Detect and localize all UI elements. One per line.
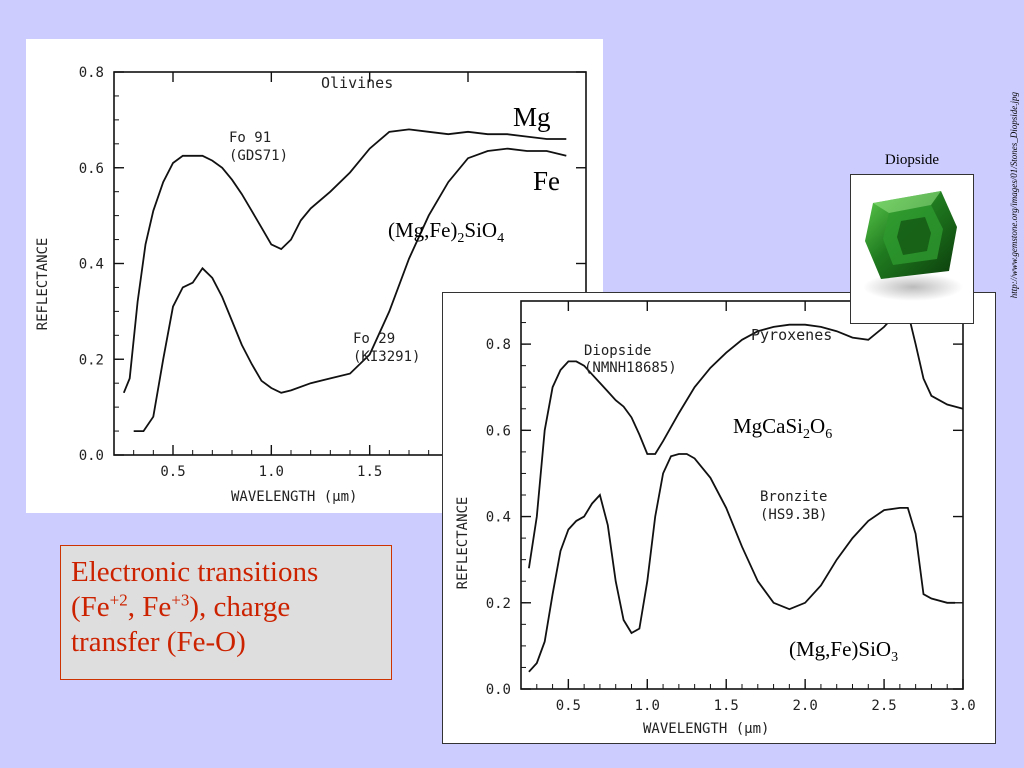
olivine-chart: 0.00.20.40.60.80.51.01.52.0 Olivines Fo …: [35, 65, 587, 505]
olivine-x-axis-label: WAVELENGTH (µm): [231, 489, 357, 505]
x-tick-label: 2.0: [792, 698, 817, 714]
y-tick-label: 0.0: [79, 448, 104, 464]
y-tick-label: 0.0: [486, 682, 511, 698]
y-tick-label: 0.4: [79, 257, 104, 273]
series-line-1: [528, 453, 956, 673]
olivine-series-label-fo29-line2: (KI3291): [353, 349, 420, 365]
y-tick-label: 0.6: [486, 423, 511, 439]
pyroxene-series-label-bronzite-line2: (HS9.3B): [760, 507, 827, 523]
olivine-title: Olivines: [321, 74, 393, 92]
text-line-1: Electronic transitions: [71, 556, 319, 588]
pyroxene-series-label-bronzite-line1: Bronzite: [760, 489, 827, 505]
x-tick-label: 0.5: [556, 698, 581, 714]
olivine-annotation-fe: Fe: [533, 166, 560, 196]
y-tick-label: 0.4: [486, 510, 511, 526]
pyroxene-series-label-diopside-line2: (NMNH18685): [584, 360, 677, 376]
x-tick-label: 1.0: [259, 464, 284, 480]
x-tick-label: 3.0: [950, 698, 975, 714]
olivine-series-label-fo29-line1: Fo 29: [353, 331, 395, 347]
olivine-series-label-fo91-line1: Fo 91: [229, 130, 271, 146]
text-line-2: (Fe+2, Fe+3), charge: [71, 590, 291, 623]
pyroxene-chart-panel: 0.0 0.2 0.4 0.6 0.8 0.5 1.0 1.5 2.0 2.5 3.0 Pyroxe…: [442, 292, 996, 744]
olivine-chart-panel: 0.00.20.40.60.80.51.01.52.0 Olivines Fo …: [26, 39, 603, 513]
pyroxene-x-axis-label: WAVELENGTH (µm): [643, 721, 769, 737]
y-tick-label: 0.2: [79, 352, 104, 368]
pyroxene-title: Pyroxenes: [751, 326, 832, 344]
series-line-0: [122, 128, 567, 394]
series-line-1: [133, 147, 567, 432]
x-tick-label: 1.5: [714, 698, 739, 714]
pyroxene-formula-diopside: MgCaSi2O6: [733, 414, 832, 442]
diopside-gem-image: [850, 174, 974, 324]
olivine-formula: (Mg,Fe)2SiO4: [388, 218, 504, 246]
pyroxene-formula-bronzite: (Mg,Fe)SiO3: [789, 637, 898, 665]
pyroxene-series-label-diopside-line1: Diopside: [584, 343, 651, 359]
y-tick-label: 0.6: [79, 161, 104, 177]
olivine-axes: 0.00.20.40.60.80.51.01.52.0: [79, 65, 587, 480]
y-tick-label: 0.8: [486, 337, 511, 353]
y-tick-label: 0.2: [486, 596, 511, 612]
pyroxene-y-axis-label: REFLECTANCE: [455, 497, 471, 590]
image-source-url: http://www.gemstone.org/images/01/Stones…: [1009, 92, 1019, 299]
olivine-y-axis-label: REFLECTANCE: [35, 238, 51, 331]
y-tick-label: 0.8: [79, 65, 104, 81]
gem-icon: [863, 191, 963, 301]
x-tick-label: 1.0: [635, 698, 660, 714]
text-line-3: transfer (Fe-O): [71, 626, 246, 658]
olivine-series-label-fo91-line2: (GDS71): [229, 148, 288, 164]
olivine-series-group: [122, 128, 567, 432]
x-tick-label: 0.5: [160, 464, 185, 480]
electronic-transitions-box: Electronic transitions (Fe+2, Fe+3), cha…: [60, 545, 392, 680]
gem-caption: Diopside: [884, 152, 940, 168]
x-tick-label: 2.5: [871, 698, 896, 714]
olivine-annotation-mg: Mg: [513, 102, 551, 132]
pyroxene-chart: 0.0 0.2 0.4 0.6 0.8 0.5 1.0 1.5 2.0 2.5 3.0 Pyroxe…: [455, 300, 976, 737]
pyroxene-axes: 0.0 0.2 0.4 0.6 0.8 0.5 1.0 1.5 2.0 2.5 3.0: [486, 300, 976, 714]
x-tick-label: 1.5: [357, 464, 382, 480]
